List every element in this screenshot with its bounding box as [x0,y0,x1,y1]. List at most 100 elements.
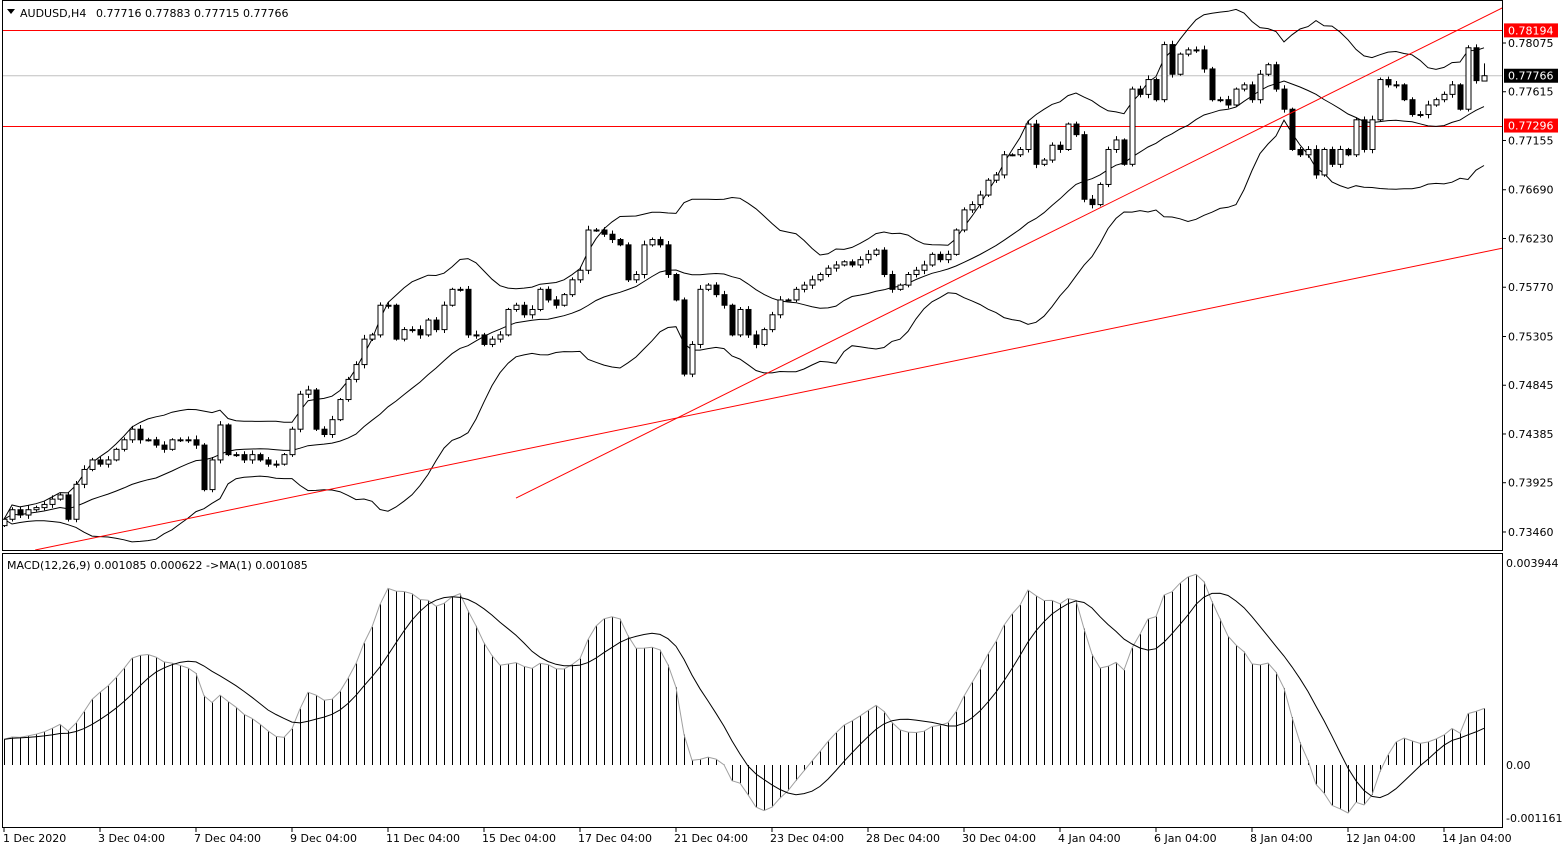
candle [305,385,312,399]
candle [1329,146,1336,167]
candle [113,447,120,462]
candle [1169,40,1176,78]
macd-tick-label: 0.00 [1506,759,1531,772]
candle-body [657,239,664,246]
candle [537,287,544,312]
candle-body [961,209,968,231]
candle-body [1377,79,1384,121]
candle [513,302,520,312]
candle-body [281,454,288,465]
candle-body [345,378,352,401]
candle [1441,91,1448,103]
candle [929,252,936,267]
candle-body [337,399,344,421]
candle-body [265,459,272,465]
candle-body [249,454,256,461]
candle-body [385,304,392,307]
candle [1137,85,1144,98]
candle-body [321,428,328,436]
candle [201,443,208,492]
candle-body [849,261,856,266]
candle-body [433,319,440,331]
candle-body [873,249,880,255]
candle [1401,83,1408,102]
candle-body [225,424,232,456]
level-price-label: 0.78194 [1508,24,1554,37]
candle [49,495,56,508]
candle [641,240,648,279]
candle [1465,45,1472,112]
candle-body [993,174,1000,181]
symbol-label: AUDUSD,H4 [20,7,86,20]
candle [25,505,32,519]
candle-body [1073,123,1080,136]
candle-body [57,494,64,500]
candle [409,326,416,333]
candle [1001,150,1008,179]
candle-body [881,249,888,276]
candle-body [1225,99,1232,106]
candle [265,457,272,467]
macd-pane[interactable] [2,553,1503,828]
candle-body [9,509,16,520]
candle-body [153,439,160,446]
time-tick-label: 1 Dec 2020 [3,832,66,845]
candle [921,260,928,275]
candle-body [369,334,376,340]
candle-body [3,518,8,527]
candle [289,426,296,457]
candle [1177,52,1184,76]
candle-body [465,288,472,336]
candle [185,436,192,443]
price-tick-label: 0.73925 [1508,477,1554,490]
candle-body [145,439,152,442]
candle [769,311,776,333]
candle-body [1473,47,1480,82]
candle-body [1297,148,1304,156]
candle [1377,77,1384,122]
candle-body [865,253,872,261]
candle-body [777,299,784,316]
candle [905,272,912,288]
candle [1409,97,1416,117]
candle-body [545,288,552,301]
candle [321,426,328,438]
candle [697,285,704,349]
candle-body [785,299,792,302]
candle-body [793,288,800,301]
candle-body [609,233,616,241]
candle [1473,44,1480,84]
macd-ma1-line [3,573,1485,814]
candle-body [1185,49,1192,55]
candle [89,457,96,472]
current-price-label: 0.77766 [1508,70,1554,83]
candle [1225,95,1232,109]
price-tick-label: 0.74385 [1508,428,1554,441]
time-tick-label: 21 Dec 04:00 [674,832,748,845]
candle-body [809,279,816,286]
candle-body [833,264,840,269]
candle-body [1153,79,1160,101]
candle-body [905,274,912,286]
candle [1361,116,1368,153]
candle-body [1273,64,1280,90]
time-tick-label: 17 Dec 04:00 [578,832,652,845]
candle-body [89,459,96,470]
candle [817,272,824,282]
candle-body [105,459,112,465]
price-tick-label: 0.77155 [1508,134,1554,147]
candle-body [401,329,408,340]
time-tick-label: 15 Dec 04:00 [482,832,556,845]
time-tick-label: 7 Dec 04:00 [194,832,261,845]
candle-body [393,304,400,340]
candle [577,266,584,283]
candle [505,307,512,337]
candle [129,425,136,443]
collapse-triangle-icon[interactable] [7,9,15,14]
level-price-label-bg [1504,118,1558,133]
candle-body [1241,84,1248,90]
candle-body [625,244,632,281]
candle-body [1265,64,1272,75]
candle-body [713,284,720,296]
